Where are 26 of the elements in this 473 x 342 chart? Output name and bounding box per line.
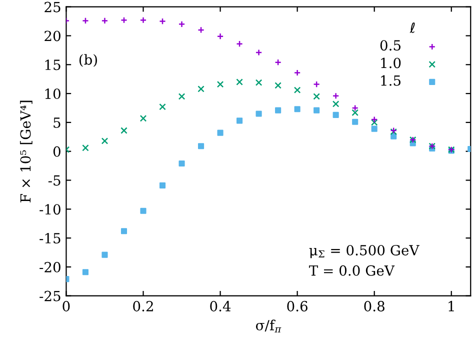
legend-label: 0.5 bbox=[380, 40, 400, 51]
y-axis-title: F × 10⁵ [GeV⁴] bbox=[20, 100, 32, 202]
legend-label: 1.5 bbox=[381, 75, 400, 86]
y-tick-label: -25 bbox=[40, 290, 60, 302]
legend-label: 1.0 bbox=[381, 58, 401, 68]
x-tick-label: 0 bbox=[62, 300, 70, 312]
y-tick-label: -5 bbox=[48, 175, 60, 186]
x-tick-label: 0.6 bbox=[287, 300, 308, 312]
x-tick-label: 0.4 bbox=[210, 300, 231, 312]
y-tick-label: -20 bbox=[40, 262, 60, 272]
x-tick-label: 0.8 bbox=[364, 300, 384, 312]
y-tick-label: 25 bbox=[44, 2, 60, 12]
x-axis-title: σ/f$_{π}$ bbox=[256, 320, 282, 332]
x-tick-label: 1 bbox=[448, 300, 454, 312]
x-tick-label: 0.2 bbox=[133, 300, 153, 312]
legend-title: ℓ bbox=[410, 22, 415, 33]
y-tick-label: 0 bbox=[53, 146, 60, 157]
y-tick-label: -10 bbox=[40, 204, 60, 215]
y-tick-label: 5 bbox=[54, 118, 60, 128]
y-tick-label: -15 bbox=[40, 233, 60, 244]
annotation: (b) bbox=[79, 54, 97, 67]
annotation: μ$_{Σ}$ = 0.500 GeV bbox=[309, 244, 420, 258]
y-tick-label: 15 bbox=[45, 60, 60, 70]
y-tick-label: 20 bbox=[44, 30, 60, 42]
y-tick-label: 10 bbox=[45, 88, 60, 100]
annotation: T = 0.0 GeV bbox=[309, 265, 395, 276]
